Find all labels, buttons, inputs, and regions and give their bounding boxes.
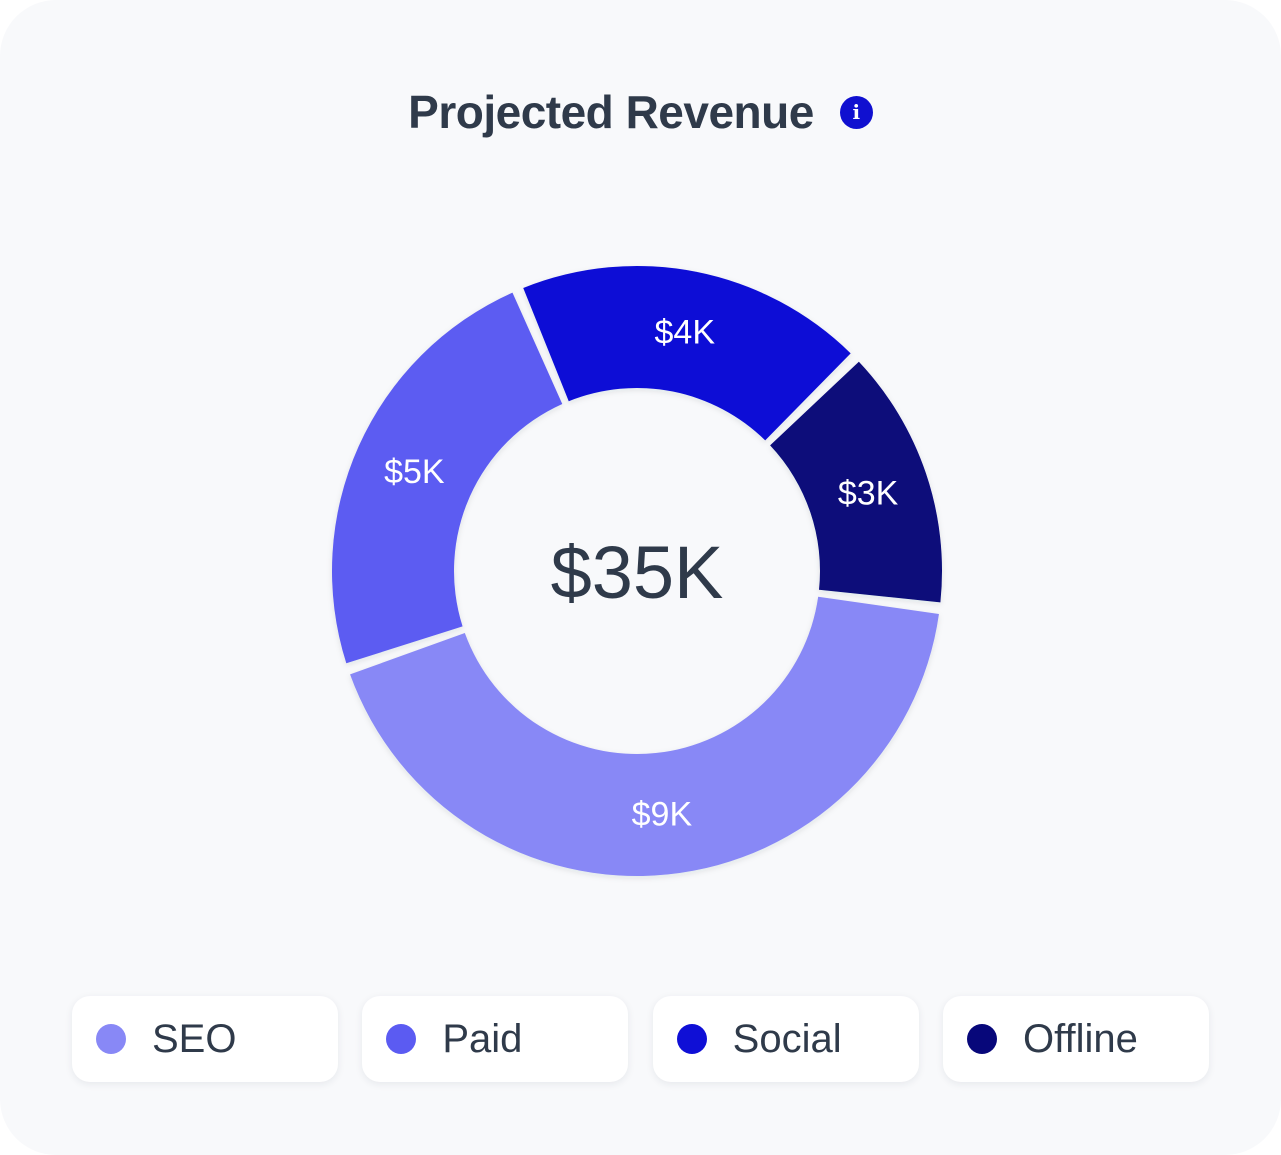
donut-segment-social[interactable] — [523, 265, 851, 441]
chart-legend: SEO Paid Social Offline — [72, 996, 1209, 1082]
legend-label-offline: Offline — [1022, 1017, 1138, 1061]
data-label-social: $4K — [655, 314, 716, 352]
donut-segment-paid[interactable] — [331, 292, 563, 664]
legend-label-social: Social — [732, 1017, 842, 1061]
legend-dot-offline — [966, 1024, 997, 1054]
donut-chart: $9K $5K $4K $3K $35K — [331, 265, 942, 876]
card-header: Projected Revenue i — [0, 84, 1281, 140]
legend-item-social[interactable]: Social — [652, 996, 919, 1082]
legend-item-seo[interactable]: SEO — [72, 996, 338, 1082]
legend-dot-social — [676, 1024, 707, 1054]
donut-chart-svg: $9K $5K $4K $3K $35K — [331, 265, 942, 876]
data-label-offline: $3K — [838, 475, 899, 513]
donut-segment-offline[interactable] — [770, 361, 942, 603]
legend-item-offline[interactable]: Offline — [942, 996, 1209, 1082]
center-total-label: $35K — [551, 531, 724, 614]
chart-title: Projected Revenue — [408, 86, 814, 138]
info-icon[interactable]: i — [839, 95, 873, 129]
legend-label-paid: Paid — [442, 1017, 523, 1061]
legend-label-seo: SEO — [152, 1017, 237, 1061]
legend-dot-seo — [96, 1024, 126, 1054]
data-label-paid: $5K — [384, 453, 445, 491]
data-label-seo: $9K — [632, 796, 693, 834]
legend-dot-paid — [386, 1024, 417, 1054]
legend-item-paid[interactable]: Paid — [362, 996, 629, 1082]
donut-segment-seo[interactable] — [350, 596, 939, 876]
